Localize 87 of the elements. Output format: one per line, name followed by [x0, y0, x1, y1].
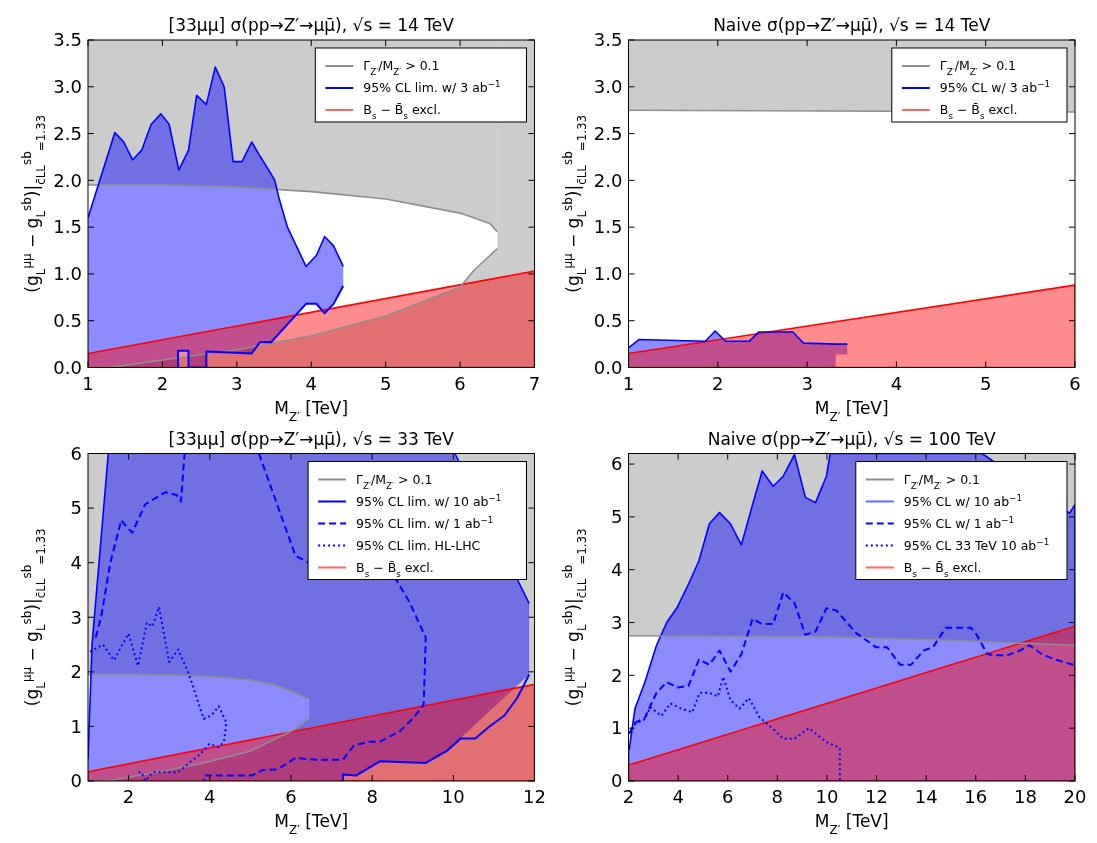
x-tick-label: 2: [156, 372, 169, 394]
y-tick-label: 2.5: [593, 122, 623, 144]
y-tick-label: 0.0: [593, 356, 623, 378]
y-tick-label: 2.0: [593, 169, 623, 191]
legend-label: 95% CL w/ 10 ab$^{−1}$: [903, 492, 1023, 509]
y-tick-label: 1: [70, 715, 82, 737]
legend-label: 95% CL lim. w/ 10 ab$^{−1}$: [356, 492, 502, 509]
line-series: [341, 673, 531, 781]
y-tick-label: 1.5: [53, 216, 82, 238]
x-tick-label: 6: [1069, 372, 1081, 394]
line-series: [88, 66, 345, 268]
legend-label: 95% CL w/ 3 ab$^{−1}$: [939, 79, 1051, 96]
chart-title: [33μμ] σ(pp→Z′→μμ̄), √s = 14 TeV: [168, 15, 455, 35]
y-tick-label: 4: [70, 551, 82, 573]
y-tick-label: 3.0: [593, 76, 623, 98]
x-tick-label: 5: [979, 372, 992, 394]
y-tick-label: 2.5: [53, 122, 82, 144]
x-tick-label: 4: [890, 372, 903, 394]
x-tick-label: 6: [722, 786, 734, 807]
x-tick-label: 4: [305, 372, 317, 394]
chart-title: [33μμ] σ(pp→Z′→μμ̄), √s = 33 TeV: [168, 428, 455, 449]
x-axis-title: M$_{Z′}$ [TeV]: [274, 397, 349, 424]
y-tick-label: 2: [70, 661, 82, 683]
line-series: [88, 184, 499, 233]
legend-label: 95% CL 33 TeV 10 ab$^{−1}$: [903, 536, 1050, 553]
y-tick-label: 6: [70, 442, 82, 464]
x-tick-label: 20: [1063, 786, 1087, 807]
line-series: [88, 673, 311, 700]
y-tick-label: 4: [611, 559, 623, 581]
x-tick-label: 2: [122, 786, 135, 807]
legend-label: 95% CL lim. w/ 1 ab$^{−1}$: [356, 514, 494, 531]
line-series: [177, 285, 345, 368]
x-tick-label: 10: [441, 786, 465, 807]
y-tick-label: 3.5: [53, 29, 82, 51]
legend-label: B$_{s}$ − B̄$_{s}$ excl.: [903, 559, 982, 579]
x-tick-label: 3: [231, 372, 243, 394]
legend-label: Γ$_{Z′}$/M$_{Z′}$ > 0.1: [356, 471, 433, 491]
line-series: [628, 634, 1075, 647]
x-tick-label: 16: [964, 786, 988, 807]
x-tick-label: 3: [801, 372, 813, 394]
x-tick-label: 10: [815, 786, 839, 807]
y-tick-label: 3: [70, 606, 82, 628]
x-tick-label: 2: [712, 372, 724, 394]
x-tick-label: 8: [366, 786, 378, 807]
legend-label: 95% CL lim. HL-LHC: [356, 537, 481, 553]
x-tick-label: 12: [865, 786, 889, 807]
y-tick-label: 1.5: [593, 216, 623, 238]
chart-title: Naive σ(pp→Z′→μμ̄), √s = 14 TeV: [713, 15, 991, 35]
x-axis-title: M$_{Z′}$ [TeV]: [814, 397, 889, 424]
y-tick-label: 1.0: [593, 263, 623, 285]
legend-label: Γ$_{Z′}$/M$_{Z′}$ > 0.1: [903, 471, 981, 491]
x-axis-title: M$_{Z′}$ [TeV]: [814, 811, 889, 837]
y-tick-label: 1: [611, 717, 623, 739]
x-tick-label: 18: [1013, 786, 1037, 807]
x-tick-label: 4: [672, 786, 684, 807]
y-tick-label: 5: [611, 506, 623, 528]
x-axis-title: M$_{Z′}$ [TeV]: [274, 811, 349, 837]
x-tick-label: 6: [454, 372, 466, 394]
y-tick-label: 2: [611, 664, 623, 686]
legend-label: 95% CL w/ 1 ab$^{−1}$: [903, 514, 1015, 531]
x-tick-label: 12: [523, 786, 546, 807]
y-tick-label: 3: [611, 611, 623, 633]
chart-title: Naive σ(pp→Z′→μμ̄), √s = 100 TeV: [707, 428, 997, 449]
y-tick-label: 5: [70, 497, 82, 519]
legend-label: B$_{s}$ − B̄$_{s}$ excl.: [363, 102, 441, 122]
x-tick-label: 6: [285, 786, 297, 807]
legend-label: 95% CL lim. w/ 3 ab$^{−1}$: [363, 79, 501, 96]
legend-label: Γ$_{Z′}$/M$_{Z′}$ > 0.1: [939, 58, 1017, 78]
x-tick-label: 5: [379, 372, 392, 394]
x-tick-label: 7: [528, 372, 541, 394]
legend-label: B$_{s}$ − B̄$_{s}$ excl.: [356, 559, 434, 579]
x-tick-label: 4: [204, 786, 216, 807]
x-tick-label: 14: [914, 786, 938, 807]
y-tick-label: 0: [70, 770, 82, 792]
line-series: [628, 330, 849, 349]
y-tick-label: 3.5: [593, 29, 623, 51]
y-tick-label: 0.0: [53, 356, 82, 378]
y-tick-label: 1.0: [53, 263, 82, 285]
y-tick-label: 2.0: [53, 169, 82, 191]
y-tick-label: 6: [611, 453, 623, 475]
legend-label: B$_{s}$ − B̄$_{s}$ excl.: [939, 102, 1018, 122]
legend-label: Γ$_{Z′}$/M$_{Z′}$ > 0.1: [363, 58, 440, 78]
y-tick-label: 0.5: [593, 310, 623, 332]
y-tick-label: 0.5: [53, 310, 82, 332]
y-tick-label: 3.0: [53, 76, 82, 98]
y-tick-label: 0: [611, 770, 623, 792]
x-tick-label: 8: [771, 786, 784, 807]
